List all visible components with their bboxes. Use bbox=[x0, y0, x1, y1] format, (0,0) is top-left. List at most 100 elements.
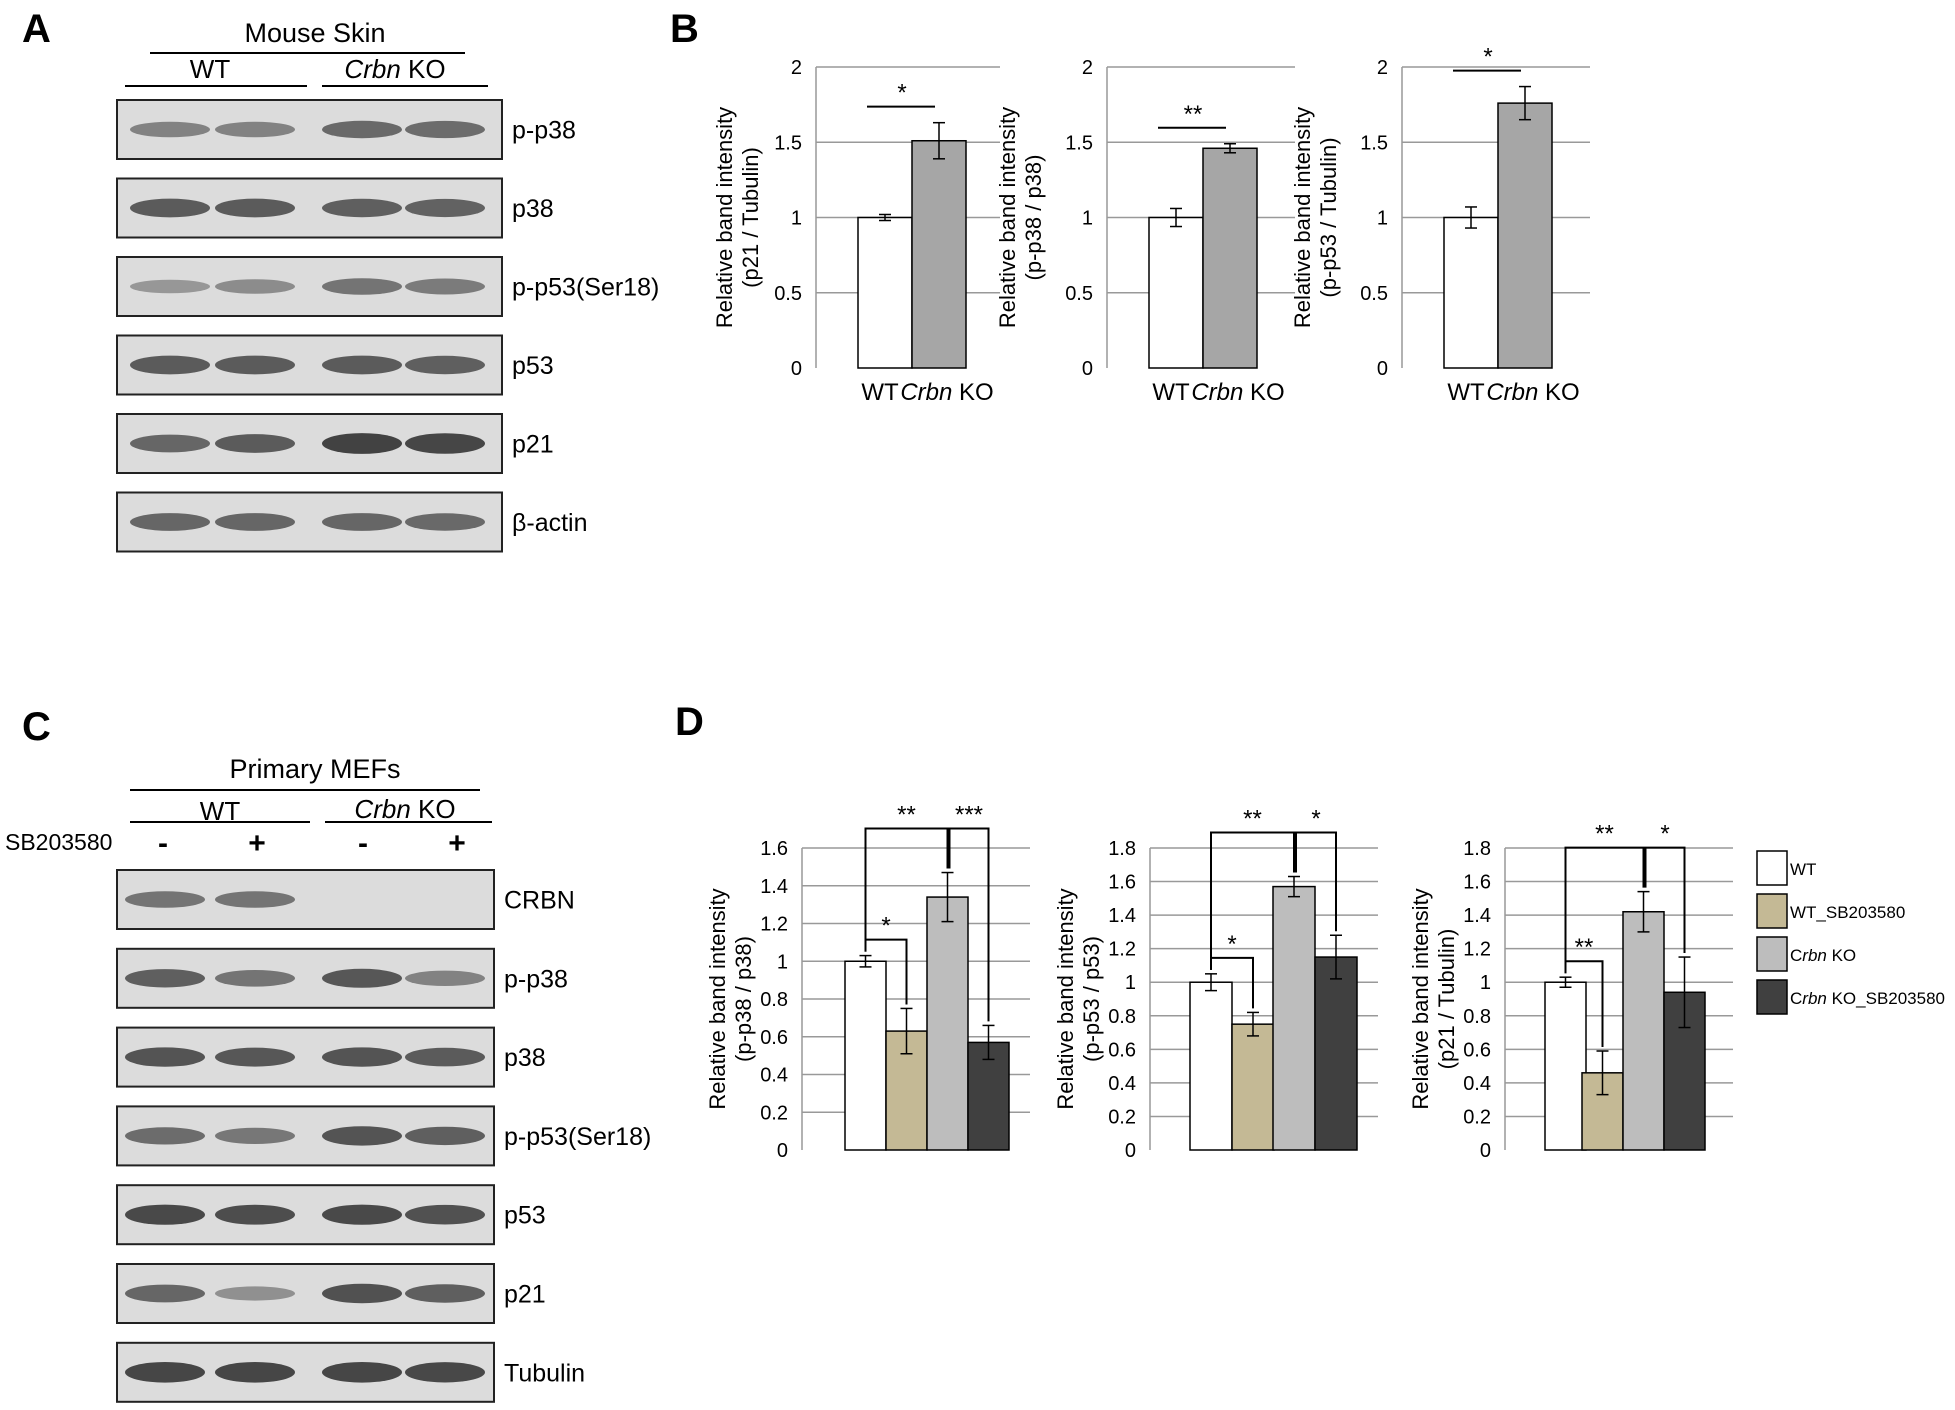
y-tick-label: 1.6 bbox=[760, 838, 788, 860]
chart-5: 0 0.2 0.4 0.6 0.8 1 1.2 1.4 1.6 1.8 Relative band … bbox=[1053, 806, 1378, 1162]
legend-label-italic: rbn bbox=[1802, 946, 1827, 965]
x-tick-label-crbn-ko: Crbn KO bbox=[1191, 379, 1284, 406]
legend-swatch bbox=[1756, 936, 1788, 972]
bar-crbn-ko bbox=[1272, 885, 1316, 1151]
panel-c-band bbox=[322, 1047, 402, 1067]
bar-crbn-ko bbox=[1202, 147, 1258, 369]
panel-c-blot-label: p38 bbox=[504, 1044, 546, 1072]
panel-a-blot-p53: p53 bbox=[116, 334, 554, 396]
panel-a-band bbox=[215, 279, 295, 294]
chart-1: 0 0.5 1 1.5 2 Relative band intensity(p21 / T… bbox=[712, 57, 1000, 406]
y-tick-label: 0.5 bbox=[774, 283, 802, 305]
panel-c-blot-label: p-p38 bbox=[504, 965, 568, 993]
y-axis-label: Relative band intensity(p-p38 / p38) bbox=[705, 888, 756, 1109]
y-tick-label: 1.5 bbox=[1065, 132, 1093, 154]
y-axis-label: Relative band intensity(p-p38 / p38) bbox=[995, 107, 1046, 328]
chart-4: 0 0.2 0.4 0.6 0.8 1 1.2 1.4 1.6 Relative band int… bbox=[705, 802, 1030, 1162]
legend-label-part: C bbox=[1790, 946, 1802, 965]
bar-crbn-ko bbox=[1497, 102, 1553, 369]
y-axis-label-line: (p21 / Tubulin) bbox=[738, 147, 763, 288]
panel-c-blot-p38: p38 bbox=[116, 1026, 546, 1088]
panel-a-blot-beta-actin: β-actin bbox=[116, 491, 588, 553]
y-tick-label: 0.5 bbox=[1360, 283, 1388, 305]
panel-a-band bbox=[215, 198, 295, 218]
y-axis-label-line: (p21 / Tubulin) bbox=[1434, 929, 1459, 1070]
panel-a-band bbox=[215, 355, 295, 375]
significance-label: * bbox=[1311, 806, 1320, 833]
panel-c-band bbox=[322, 968, 402, 988]
bar-crbn-ko bbox=[911, 139, 967, 369]
panel-c-blot-p-p53-ser18: p-p53(Ser18) bbox=[116, 1105, 651, 1167]
panel-a-band bbox=[405, 513, 485, 531]
x-tick-label-crbn-ko: Crbn KO bbox=[1486, 379, 1579, 406]
y-tick-label: 1.6 bbox=[1108, 872, 1136, 894]
panel-a-band bbox=[405, 355, 485, 375]
legend-item-crbn-ko: Crbn KO bbox=[1756, 936, 1856, 972]
y-tick-label: 1.2 bbox=[1108, 939, 1136, 961]
panel-c-band bbox=[215, 970, 295, 987]
panel-c-sign-2: + bbox=[248, 827, 266, 860]
panel-c-sign-1: - bbox=[158, 827, 168, 860]
panel-a-blot-label: p21 bbox=[512, 431, 554, 459]
panel-c-western-blots: CRBN p-p38 p38 p-p53(Ser18) p53 p21 Tubulin bbox=[116, 869, 651, 1403]
bar-crbn-ko bbox=[926, 896, 969, 1151]
y-tick-label: 0 bbox=[791, 358, 802, 380]
panel-a-blot-label: p-p38 bbox=[512, 117, 576, 145]
y-axis-label: Relative band intensity(p-p53 / p53) bbox=[1053, 888, 1104, 1109]
x-tick-label-italic: Crbn bbox=[900, 379, 952, 406]
panel-a-blot-label: β-actin bbox=[512, 509, 588, 537]
y-tick-label: 0 bbox=[1377, 358, 1388, 380]
panel-c-band bbox=[215, 1286, 295, 1301]
bar-wt bbox=[1544, 981, 1587, 1151]
panel-c-band bbox=[405, 970, 485, 986]
y-tick-label: 1.2 bbox=[760, 914, 788, 936]
significance-label: * bbox=[897, 80, 906, 107]
y-tick-label: 0.8 bbox=[1463, 1006, 1491, 1028]
panel-a-band bbox=[405, 433, 485, 454]
panel-c-blot-p-p38: p-p38 bbox=[116, 947, 568, 1009]
y-tick-label: 0.2 bbox=[1108, 1106, 1136, 1128]
y-tick-label: 1.4 bbox=[1108, 905, 1136, 927]
x-tick-label-italic: Crbn bbox=[1486, 379, 1538, 406]
chart-3: 0 0.5 1 1.5 2 Relative band intensity(p-p53 /… bbox=[1290, 44, 1590, 406]
legend-item-wt-sb203580: WT_SB203580 bbox=[1756, 893, 1905, 929]
significance-label: * bbox=[881, 913, 890, 940]
x-tick-label-suffix: KO bbox=[1538, 379, 1579, 406]
panel-a-title: Mouse Skin bbox=[244, 18, 385, 48]
legend-swatch bbox=[1756, 979, 1788, 1015]
panel-c-blot-crbn: CRBN bbox=[116, 869, 575, 930]
y-tick-label: 1.6 bbox=[1463, 872, 1491, 894]
significance-label: * bbox=[1483, 44, 1492, 71]
y-tick-label: 1.4 bbox=[1463, 905, 1491, 927]
panel-c-band bbox=[215, 1127, 295, 1145]
y-tick-label: 1 bbox=[1082, 208, 1093, 230]
y-axis-label-line: Relative band intensity bbox=[712, 107, 737, 328]
y-tick-label: 1.5 bbox=[1360, 132, 1388, 154]
y-tick-label: 0 bbox=[1125, 1140, 1136, 1162]
panel-c-band bbox=[125, 1204, 205, 1225]
legend-label-rest: KO bbox=[1827, 946, 1856, 965]
panel-c-blot-label: p21 bbox=[504, 1281, 546, 1309]
panel-c-band bbox=[215, 1204, 295, 1225]
significance-label: ** bbox=[1243, 806, 1262, 833]
legend-label: WT bbox=[1790, 860, 1816, 879]
y-tick-label: 1 bbox=[1125, 972, 1136, 994]
x-tick-label-italic: Crbn bbox=[1191, 379, 1243, 406]
significance-bracket bbox=[1564, 846, 1645, 974]
panel-c-treatment-label: SB203580 bbox=[5, 829, 112, 855]
panel-a-band bbox=[130, 355, 210, 375]
x-tick-label-wt: WT bbox=[1447, 379, 1485, 406]
panel-c-band bbox=[125, 891, 205, 908]
panel-c-band bbox=[125, 969, 205, 988]
panel-a-blot-label: p38 bbox=[512, 195, 554, 223]
significance-label: ** bbox=[1184, 101, 1203, 128]
y-tick-label: 0.4 bbox=[1108, 1073, 1136, 1095]
legend-label-italic: rbn bbox=[1802, 989, 1827, 1008]
y-tick-label: 0 bbox=[1082, 358, 1093, 380]
bar-wt bbox=[1189, 981, 1233, 1151]
y-tick-label: 1 bbox=[777, 951, 788, 973]
y-tick-label: 0.6 bbox=[1463, 1039, 1491, 1061]
y-axis-label-line: Relative band intensity bbox=[1290, 107, 1315, 328]
y-tick-label: 0.8 bbox=[760, 989, 788, 1011]
